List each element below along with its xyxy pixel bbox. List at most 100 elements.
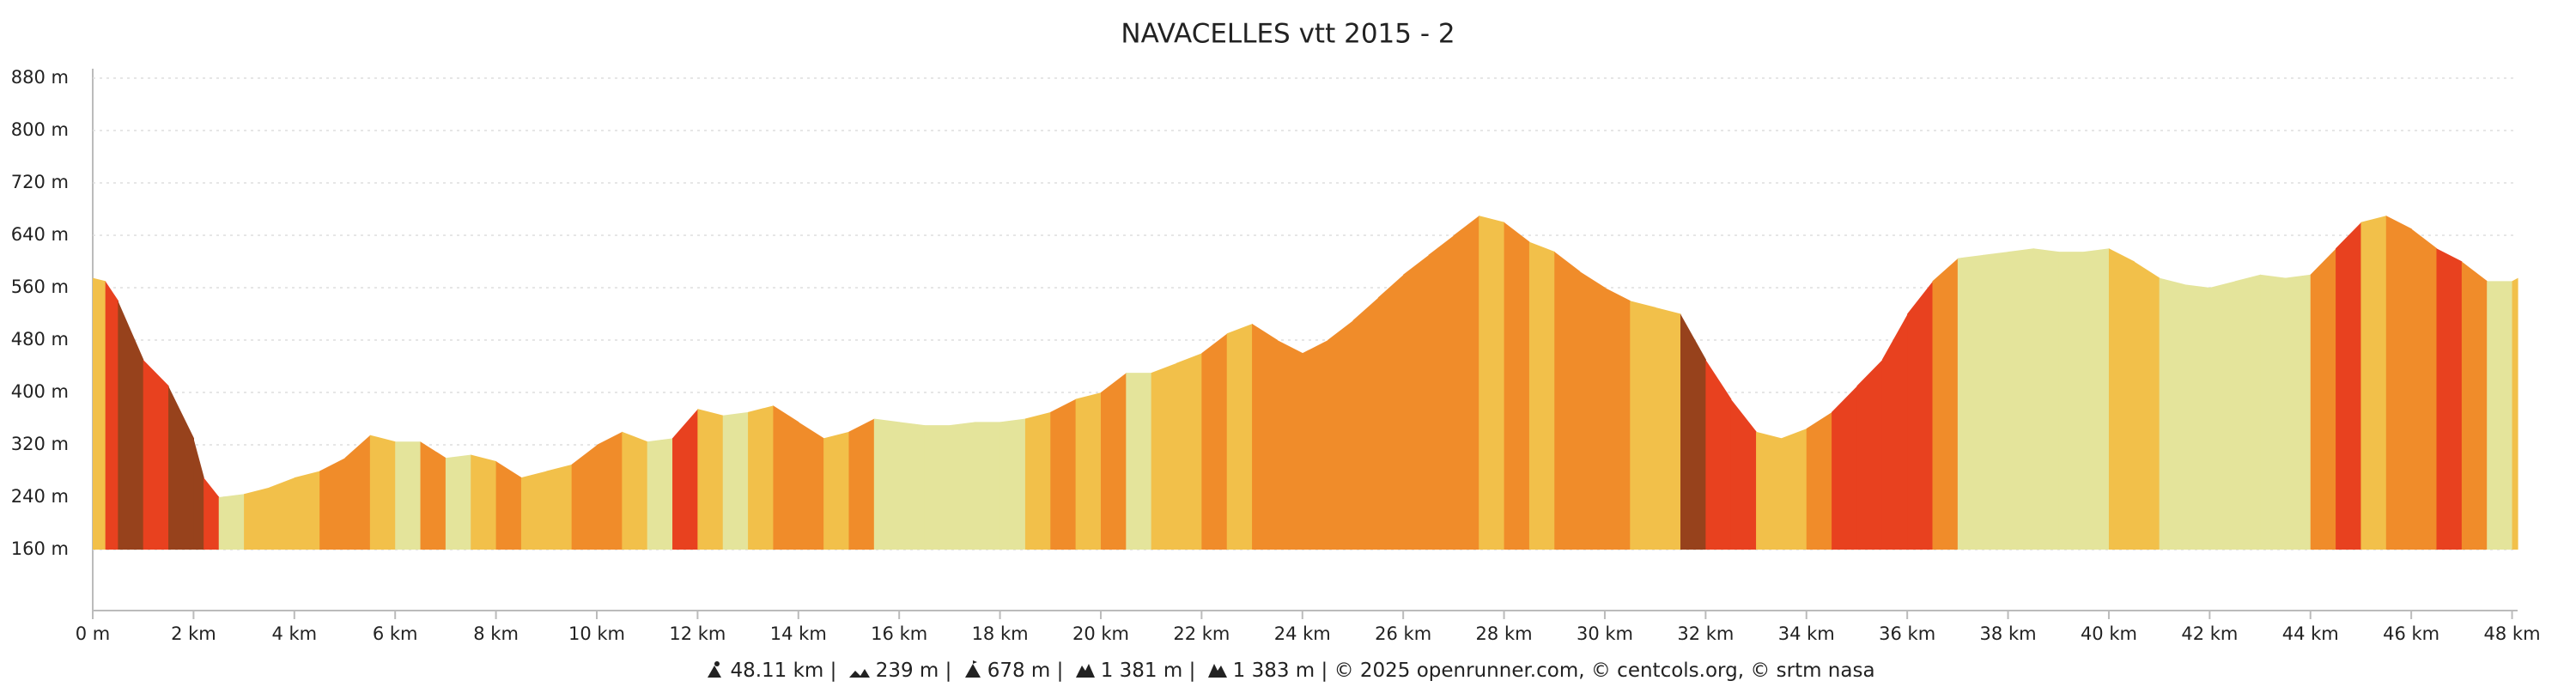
elevation-segment: [647, 438, 673, 550]
y-tick-label: 480 m: [11, 329, 69, 350]
elevation-segment: [1453, 216, 1479, 550]
elevation-segment: [2032, 248, 2059, 550]
elevation-segment: [1680, 313, 1706, 550]
elevation-segment: [1226, 323, 1253, 550]
elevation-segment: [1730, 398, 1757, 550]
elevation-segment: [949, 422, 975, 550]
x-tick-label: 44 km: [2282, 623, 2339, 644]
elevation-segment: [697, 409, 724, 550]
y-tick-label: 320 m: [11, 434, 69, 454]
elevation-segment: [622, 431, 648, 550]
elevation-segment: [319, 458, 346, 550]
elevation-segment: [798, 422, 824, 550]
x-tick-label: 24 km: [1274, 623, 1331, 644]
elevation-segment: [471, 454, 497, 550]
x-tick-label: 18 km: [972, 623, 1029, 644]
x-tick-label: 48 km: [2484, 623, 2541, 644]
footer: 48.11 km | 239 m | 678 m | 1 381 m | 1 3…: [0, 660, 2576, 682]
x-tick-label: 42 km: [2181, 623, 2238, 644]
y-tick-label: 160 m: [11, 538, 69, 559]
elevation-segment: [1856, 359, 1883, 550]
elevation-segment: [143, 359, 169, 550]
elevation-segment: [1932, 258, 1959, 550]
y-tick-label: 720 m: [11, 172, 69, 192]
elevation-segment: [118, 301, 144, 550]
x-tick-label: 30 km: [1577, 623, 1633, 644]
elevation-segment: [1832, 386, 1858, 550]
elevation-segment: [1151, 362, 1177, 550]
x-tick-label: 32 km: [1677, 623, 1734, 644]
elevation-segment: [748, 405, 775, 550]
x-tick-label: 0 m: [76, 623, 111, 644]
elevation-segment: [2184, 284, 2210, 550]
elevation-segment: [1983, 252, 2009, 550]
elevation-segment: [2411, 228, 2438, 550]
x-tick-label: 28 km: [1476, 623, 1533, 644]
elevation-segment: [1479, 216, 1505, 550]
elevation-segment: [1352, 297, 1379, 550]
ascent-icon: [1075, 664, 1095, 678]
stat: 678 m |: [987, 660, 1064, 682]
elevation-segment: [445, 454, 471, 550]
elevation-segment: [294, 471, 320, 550]
elevation-segment: [1100, 373, 1127, 550]
elevation-segment: [1705, 359, 1732, 550]
chart-title: NAVACELLES vtt 2015 - 2: [1121, 19, 1455, 50]
y-tick-label: 640 m: [11, 224, 69, 245]
elevation-segment: [873, 418, 900, 550]
descent-icon: [1207, 664, 1227, 678]
elevation-segment: [1050, 398, 1077, 550]
elevation-segment: [975, 422, 1001, 550]
y-tick-label: 880 m: [11, 67, 69, 88]
x-tick-label: 4 km: [271, 623, 317, 644]
elevation-segment: [105, 281, 118, 550]
elevation-segment: [1655, 307, 1681, 550]
elevation-segment: [1630, 301, 1656, 550]
min-elevation-icon: [848, 669, 870, 678]
x-tick-label: 26 km: [1375, 623, 1431, 644]
elevation-segment: [1504, 222, 1530, 550]
elevation-segment: [1957, 254, 1984, 550]
elevation-segment: [1604, 288, 1631, 550]
elevation-segment: [1403, 254, 1430, 550]
elevation-segment: [2436, 248, 2463, 550]
elevation-segment: [924, 425, 951, 550]
elevation-segment: [823, 431, 850, 550]
elevation-segment: [2360, 216, 2387, 550]
elevation-segment: [1781, 428, 1807, 550]
elevation-segment: [369, 435, 396, 550]
elevation-segment: [1302, 340, 1328, 550]
x-tick-label: 8 km: [473, 623, 519, 644]
elevation-segment: [395, 441, 422, 550]
elevation-segment: [218, 494, 245, 550]
elevation-segment: [773, 405, 799, 550]
elevation-segment: [1075, 392, 1102, 550]
elevation-segment: [2336, 222, 2362, 550]
elevation-segment: [1024, 411, 1051, 550]
elevation-segment: [848, 418, 875, 550]
x-tick-label: 40 km: [2081, 623, 2137, 644]
elevation-segment: [2209, 281, 2236, 550]
chart: NAVACELLES vtt 2015 - 2 160 m 240 m 320 m 4…: [11, 19, 2541, 645]
x-tick-label: 38 km: [1980, 623, 2037, 644]
x-tick-label: 16 km: [871, 623, 927, 644]
elevation-segment: [2385, 216, 2412, 550]
stat: 48.11 km |: [730, 660, 837, 682]
stat: 1 383 m | © 2025 openrunner.com, © centc…: [1232, 660, 1875, 682]
elevation-segment: [1528, 241, 1555, 550]
stat: 239 m |: [875, 660, 952, 682]
y-tick-label: 560 m: [11, 277, 69, 297]
elevation-segment: [999, 418, 1026, 550]
elevation-segment: [1327, 320, 1354, 550]
elevation-segment: [2159, 277, 2185, 550]
elevation-segment: [93, 277, 106, 550]
elevation-segment: [1377, 274, 1404, 550]
elevation-segment: [1579, 271, 1606, 550]
elevation-segment: [672, 409, 698, 550]
x-tick-label: 14 km: [770, 623, 827, 644]
elevation-segment: [1907, 281, 1934, 550]
max-elevation-icon: [964, 660, 981, 678]
elevation-segment: [571, 445, 598, 550]
elevation-segment: [1252, 323, 1279, 550]
elevation-segment: [1277, 340, 1303, 550]
